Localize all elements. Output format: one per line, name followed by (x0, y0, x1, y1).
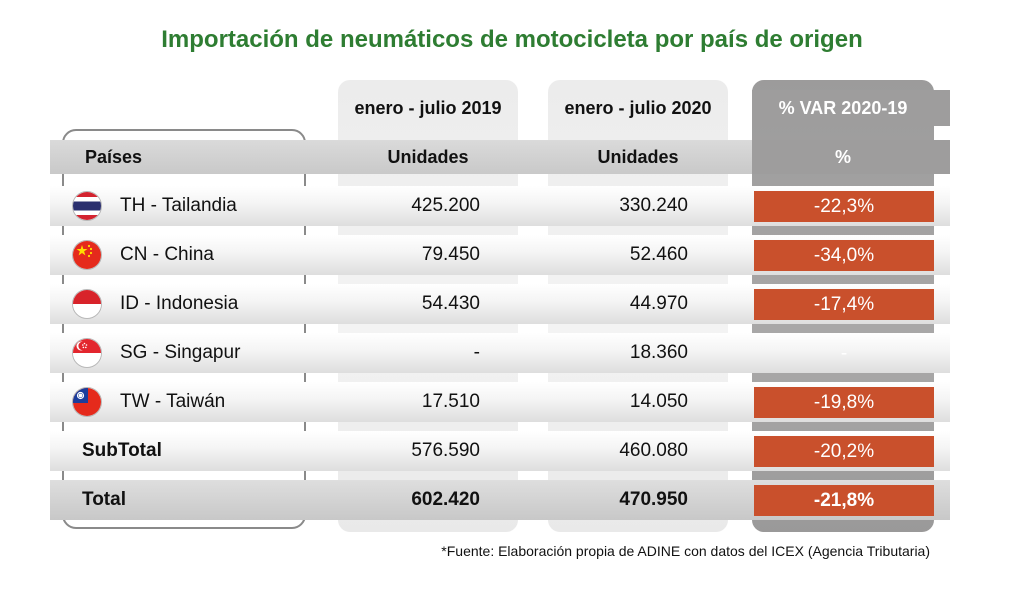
country-name: CN - China (120, 244, 214, 265)
value-2019: - (473, 342, 480, 363)
column-header-units-2020: Unidades (597, 147, 679, 167)
variation-value: -17,4% (754, 289, 934, 320)
variation-value: - (840, 343, 848, 364)
value-2019: 79.450 (421, 244, 480, 265)
indonesia-flag-icon (72, 289, 102, 319)
value-2020: 470.950 (619, 489, 688, 510)
source-note: *Fuente: Elaboración propia de ADINE con… (441, 543, 930, 559)
chart-title: Importación de neumáticos de motocicleta… (161, 26, 863, 53)
value-2019: 17.510 (421, 391, 480, 412)
column-header-percent: % (834, 147, 851, 167)
variation-value: -34,0% (754, 240, 934, 271)
variation-value: -21,8% (754, 485, 934, 516)
country-name: SG - Singapur (120, 342, 241, 363)
column-header-countries: Países (85, 147, 143, 167)
singapore-flag-icon (72, 338, 102, 368)
value-2020: 14.050 (629, 391, 688, 412)
value-2019: 576.590 (411, 440, 480, 461)
value-2020: 460.080 (619, 440, 688, 461)
period-header-2019: enero - julio 2019 (354, 98, 502, 118)
value-2019: 54.430 (421, 293, 480, 314)
country-name: ID - Indonesia (120, 293, 239, 314)
table-row: CN - China 79.450 52.460 -34,0% (50, 235, 950, 275)
variation-value: -19,8% (754, 387, 934, 418)
units-header-var-band (752, 140, 950, 174)
row-background (50, 333, 950, 373)
total-label: Total (82, 489, 126, 510)
variation-value: -20,2% (754, 436, 934, 467)
value-2020: 18.360 (629, 342, 688, 363)
table-row: TW - Taiwán 17.510 14.050 -19,8% (50, 382, 950, 422)
total-row: Total 602.420 470.950 -21,8% (50, 480, 950, 520)
column-header-units-2019: Unidades (387, 147, 469, 167)
value-2020: 44.970 (629, 293, 688, 314)
period-header-2020: enero - julio 2020 (564, 98, 712, 118)
value-2019: 602.420 (411, 489, 480, 510)
china-flag-icon (72, 240, 102, 270)
country-name: TW - Taiwán (120, 391, 226, 412)
taiwan-flag-icon (72, 387, 102, 417)
country-column-frame (62, 129, 306, 529)
period-header-variation: % VAR 2020-19 (778, 98, 908, 118)
table-row: SG - Singapur - 18.360 - (50, 333, 950, 373)
variation-value: -22,3% (754, 191, 934, 222)
value-2019: 425.200 (411, 195, 480, 216)
table-row: TH - Tailandia 425.200 330.240 -22,3% (50, 186, 950, 226)
value-2020: 330.240 (619, 195, 688, 216)
table-row: ID - Indonesia 54.430 44.970 -17,4% (50, 284, 950, 324)
subtotal-row: SubTotal 576.590 460.080 -20,2% (50, 431, 950, 471)
value-2020: 52.460 (629, 244, 688, 265)
country-name: TH - Tailandia (120, 195, 237, 216)
variation-header-band (752, 90, 950, 126)
thailand-flag-icon (72, 191, 102, 221)
subtotal-label: SubTotal (82, 440, 162, 461)
